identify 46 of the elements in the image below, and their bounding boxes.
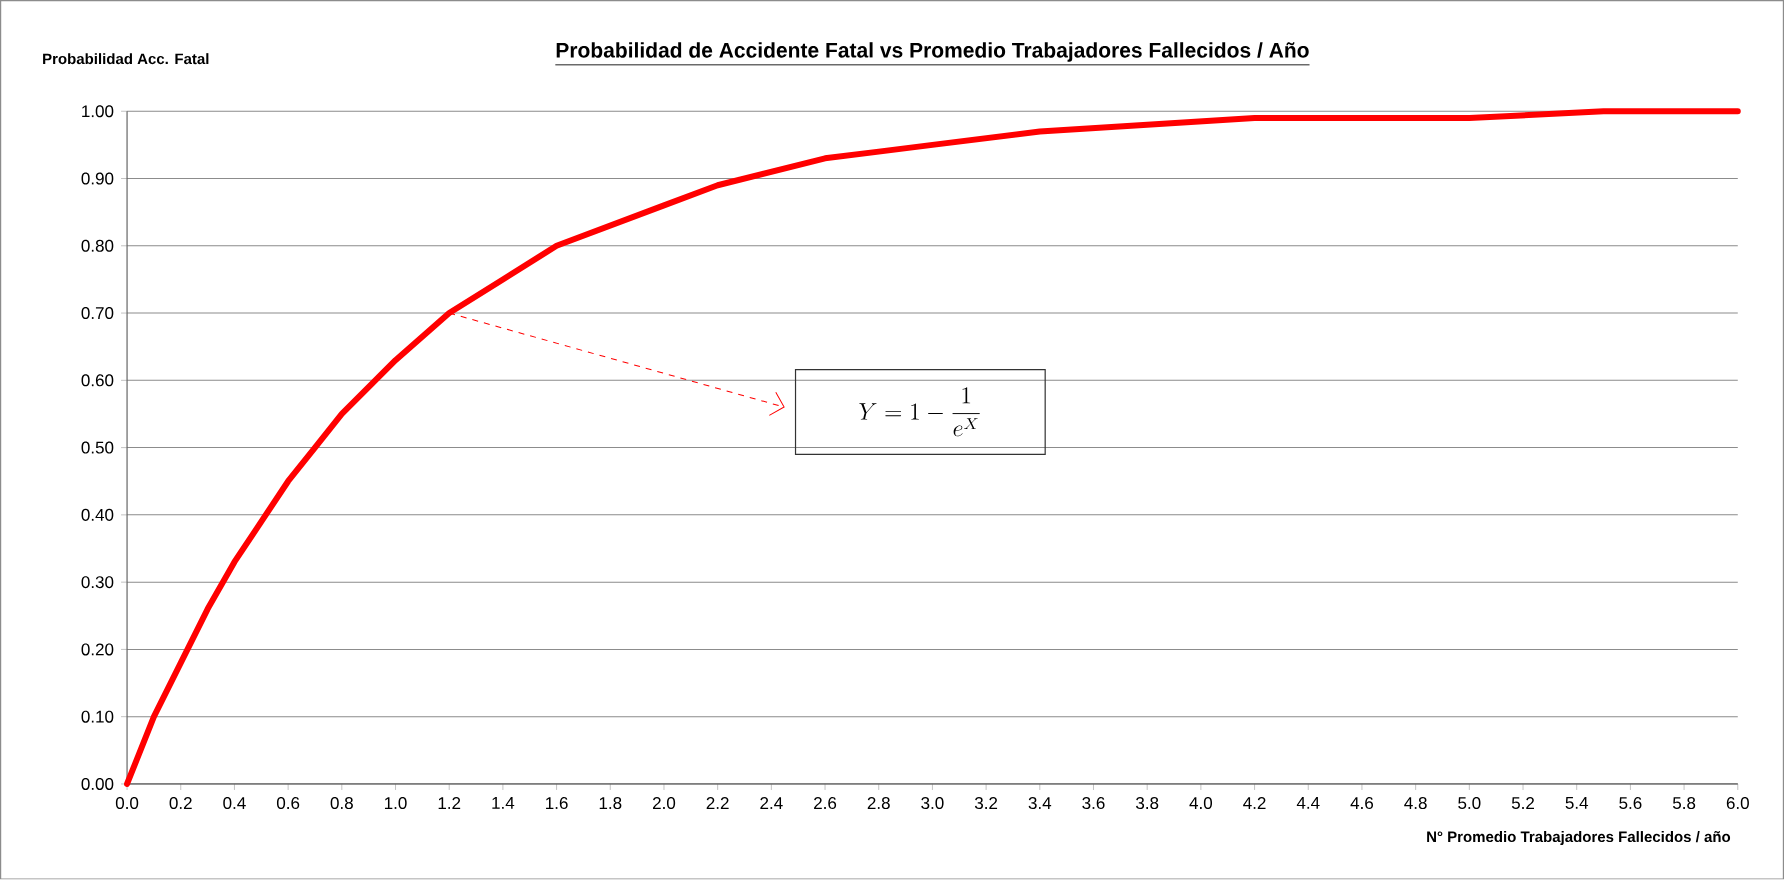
y-tick-label: 0.90 <box>81 172 114 185</box>
x-tick-label: 4.2 <box>1243 797 1266 810</box>
y-tick-label: 0.30 <box>81 576 114 589</box>
x-tick-label: 0.4 <box>223 797 246 810</box>
x-tick-label: 5.4 <box>1565 797 1589 810</box>
x-tick-label: 1.6 <box>546 797 568 810</box>
x-tick-label: 3.0 <box>921 797 944 810</box>
x-tick-label: 1.2 <box>438 797 461 810</box>
x-tick-label: 1.0 <box>384 797 407 810</box>
x-tick-label: 4.8 <box>1404 797 1427 810</box>
chart-title: Probabilidad de Accidente Fatal vs Promedio Trabajadores Fallecidos / Año <box>556 42 1309 62</box>
annotation: $Y = 1 - \frac{1}{e^{X}}$ <box>859 387 980 437</box>
y-tick-label: 0.10 <box>81 710 114 723</box>
x-tick-label: 3.8 <box>1136 797 1159 810</box>
x-tick-label: 3.4 <box>1028 797 1052 810</box>
y-tick-label: 0.20 <box>81 643 114 656</box>
x-tick-label: 5.0 <box>1458 797 1481 810</box>
x-tick-label: 4.0 <box>1189 797 1213 810</box>
x-tick-label: 0.0 <box>115 797 139 810</box>
y-tick-label: 0.00 <box>81 778 114 791</box>
x-tick-label: 4.4 <box>1296 797 1320 809</box>
y-tick-label: 0.80 <box>81 239 114 252</box>
y-tick-label: 1.00 <box>82 105 114 118</box>
x-tick-label: 0.8 <box>330 797 353 810</box>
y-axis-title: Probabilidad Acc. Fatal <box>43 53 209 65</box>
x-tick-label: 2.6 <box>814 797 837 810</box>
x-axis-title: N° Promedio Trabajadores Fallecidos / año <box>1427 831 1731 846</box>
x-tick-label: 5.2 <box>1511 797 1534 810</box>
x-tick-label: 5.8 <box>1672 797 1696 810</box>
x-tick-label: 5.6 <box>1619 797 1642 810</box>
x-tick-label: 3.2 <box>974 797 998 810</box>
x-tick-label: 4.6 <box>1350 797 1374 810</box>
x-tick-label: 0.2 <box>169 797 192 810</box>
x-tick-label: 6.0 <box>1726 797 1749 810</box>
x-tick-label: 2.4 <box>760 797 783 810</box>
x-tick-label: 2.8 <box>867 797 890 810</box>
x-tick-label: 1.8 <box>599 797 622 810</box>
x-tick-label: 2.0 <box>653 797 676 810</box>
x-tick-label: 1.4 <box>492 797 515 809</box>
x-tick-label: 2.2 <box>706 797 729 810</box>
y-tick-label: 0.40 <box>81 509 114 522</box>
x-tick-label: 3.6 <box>1082 797 1105 810</box>
x-tick-label: 0.6 <box>276 797 300 810</box>
y-tick-label: 0.70 <box>81 307 114 320</box>
y-tick-label: 0.60 <box>81 374 114 387</box>
y-tick-label: 0.50 <box>81 441 114 454</box>
